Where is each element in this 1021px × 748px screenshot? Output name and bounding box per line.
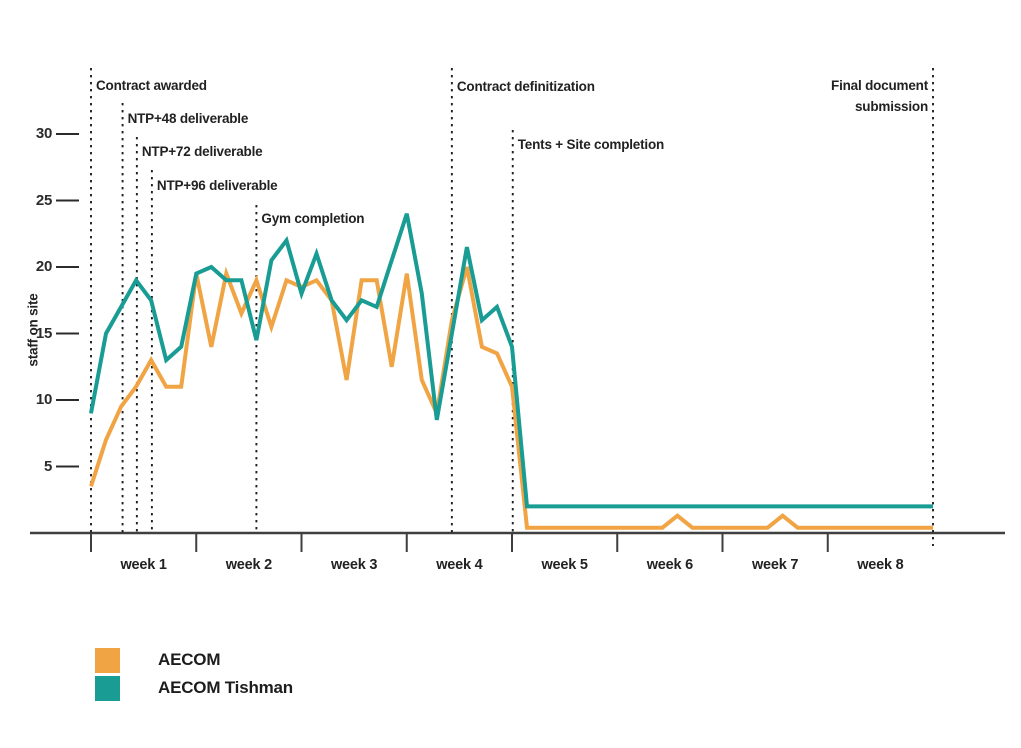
annotation-label: Gym completion [261,211,365,226]
annotation-label: Contract awarded [96,78,207,93]
week-label: week 1 [120,557,167,573]
series-line-aecom [89,266,933,530]
week-label: week 6 [646,557,694,573]
y-tick-label: 25 [35,191,52,209]
y-tick-label: 10 [35,391,52,408]
week-label: week 7 [751,557,799,573]
series-line-aecom-tishman [89,213,933,509]
week-label: week 4 [436,557,483,573]
legend-item-aecom-tishman: AECOM Tishman [95,675,293,701]
legend-label-aecom-tishman: AECOM Tishman [158,678,293,697]
legend-swatch-aecom [95,647,120,673]
annotation-label: NTP+96 deliverable [156,178,278,193]
legend-label-aecom: AECOM [158,650,221,669]
week-label: week 5 [541,557,588,573]
week-label: week 8 [857,557,904,573]
y-tick-label: 5 [43,457,52,475]
annotation-label: NTP+72 deliverable [141,144,263,159]
y-axis-title: staff on site [25,293,41,367]
y-tick-label: 15 [35,324,52,342]
week-label: week 2 [225,557,273,573]
legend-item-aecom: AECOM [95,647,293,673]
y-tick-label: 30 [35,125,52,142]
annotation-label: Final document submission [831,78,928,114]
y-tick-label: 20 [35,258,52,275]
legend: AECOM AECOM Tishman [95,647,293,703]
week-label: week 3 [330,557,378,573]
annotation-label: Tents + Site completion [517,137,665,152]
annotation-label: Contract definitization [456,79,595,94]
legend-swatch-aecom-tishman [95,675,120,701]
annotation-label: NTP+48 deliverable [127,111,249,126]
